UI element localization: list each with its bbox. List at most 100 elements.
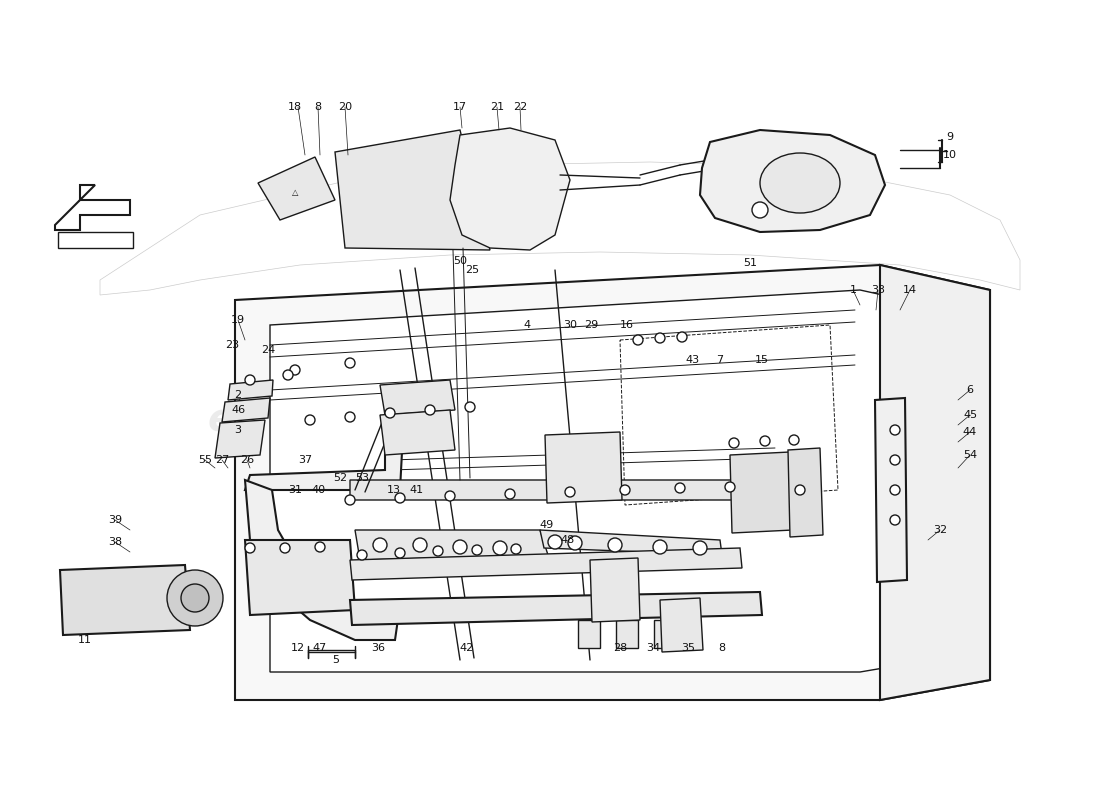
Text: 41: 41 (409, 485, 424, 495)
Circle shape (182, 584, 209, 612)
Polygon shape (258, 157, 336, 220)
Circle shape (760, 436, 770, 446)
Polygon shape (228, 380, 273, 400)
Text: 29: 29 (584, 320, 598, 330)
Circle shape (305, 415, 315, 425)
Circle shape (676, 332, 688, 342)
Text: 24: 24 (261, 345, 275, 355)
Circle shape (608, 538, 622, 552)
Text: 7: 7 (716, 355, 724, 365)
Text: 2: 2 (234, 390, 242, 400)
Circle shape (395, 493, 405, 503)
Polygon shape (660, 598, 703, 652)
Text: 1: 1 (849, 285, 857, 295)
Text: 43: 43 (686, 355, 700, 365)
Text: 9: 9 (946, 132, 954, 142)
Text: 47: 47 (312, 643, 327, 653)
Text: eurospares: eurospares (207, 401, 453, 439)
Circle shape (453, 540, 468, 554)
Polygon shape (880, 265, 990, 700)
Text: eurospares: eurospares (587, 571, 833, 609)
Circle shape (358, 550, 367, 560)
Circle shape (345, 358, 355, 368)
Circle shape (568, 536, 582, 550)
Circle shape (512, 544, 521, 554)
Circle shape (283, 370, 293, 380)
Circle shape (433, 546, 443, 556)
Polygon shape (700, 130, 886, 232)
Circle shape (693, 541, 707, 555)
Text: 16: 16 (620, 320, 634, 330)
Polygon shape (336, 130, 490, 250)
Polygon shape (654, 620, 676, 648)
Polygon shape (355, 530, 548, 560)
Circle shape (167, 570, 223, 626)
Polygon shape (245, 390, 405, 490)
Text: 45: 45 (962, 410, 977, 420)
Polygon shape (540, 530, 722, 555)
Text: 18: 18 (288, 102, 302, 112)
Circle shape (752, 202, 768, 218)
Text: 8: 8 (718, 643, 726, 653)
Polygon shape (350, 480, 782, 500)
Text: 48: 48 (561, 535, 575, 545)
Polygon shape (590, 558, 640, 622)
Polygon shape (245, 540, 355, 615)
Circle shape (290, 365, 300, 375)
Circle shape (395, 548, 405, 558)
Text: 32: 32 (933, 525, 947, 535)
Text: 40: 40 (311, 485, 326, 495)
Circle shape (725, 482, 735, 492)
Circle shape (890, 425, 900, 435)
Circle shape (675, 483, 685, 493)
Text: 37: 37 (298, 455, 312, 465)
Polygon shape (270, 290, 960, 672)
Text: 20: 20 (338, 102, 352, 112)
Polygon shape (60, 565, 190, 635)
Text: 42: 42 (460, 643, 474, 653)
Text: 27: 27 (214, 455, 229, 465)
Text: 26: 26 (240, 455, 254, 465)
Polygon shape (245, 480, 400, 640)
Circle shape (632, 335, 644, 345)
Text: △: △ (292, 189, 298, 198)
Text: 14: 14 (903, 285, 917, 295)
Circle shape (890, 515, 900, 525)
Text: 49: 49 (540, 520, 554, 530)
Text: 6: 6 (967, 385, 974, 395)
Text: 11: 11 (78, 635, 92, 645)
Circle shape (654, 333, 666, 343)
Text: 54: 54 (962, 450, 977, 460)
Circle shape (789, 435, 799, 445)
Text: 30: 30 (563, 320, 578, 330)
Circle shape (505, 489, 515, 499)
Text: 22: 22 (513, 102, 527, 112)
Text: 38: 38 (108, 537, 122, 547)
Circle shape (373, 538, 387, 552)
Circle shape (345, 412, 355, 422)
Text: 44: 44 (962, 427, 977, 437)
Circle shape (548, 535, 562, 549)
Circle shape (315, 542, 324, 552)
Circle shape (412, 538, 427, 552)
Polygon shape (450, 128, 570, 250)
Text: 55: 55 (198, 455, 212, 465)
Polygon shape (730, 452, 793, 533)
Text: 51: 51 (742, 258, 757, 268)
Text: 17: 17 (453, 102, 468, 112)
Text: 50: 50 (453, 256, 468, 266)
Polygon shape (214, 420, 265, 458)
Text: 35: 35 (681, 643, 695, 653)
Polygon shape (350, 548, 742, 580)
Circle shape (245, 375, 255, 385)
Circle shape (795, 485, 805, 495)
Polygon shape (55, 185, 130, 230)
Circle shape (425, 405, 435, 415)
Circle shape (280, 543, 290, 553)
Text: 28: 28 (613, 643, 627, 653)
Text: 36: 36 (371, 643, 385, 653)
Text: 5: 5 (332, 655, 340, 665)
Circle shape (472, 545, 482, 555)
Circle shape (890, 485, 900, 495)
Text: 3: 3 (234, 425, 242, 435)
